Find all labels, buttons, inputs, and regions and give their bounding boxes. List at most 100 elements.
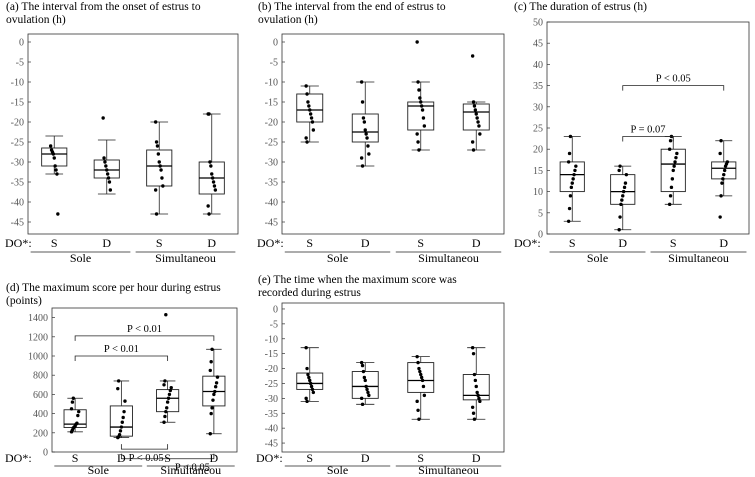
ytick-label-a: -30 (11, 158, 24, 169)
panel-e: (e) The time when the maximum score wasr… (256, 274, 505, 477)
category-label-c: S (569, 236, 576, 250)
data-point (363, 128, 367, 132)
category-label-a: S (51, 236, 58, 250)
data-point (121, 415, 125, 420)
ytick-label-e: -5 (270, 319, 278, 330)
box-e-1 (351, 360, 379, 407)
data-point (718, 151, 722, 156)
data-point (166, 396, 171, 400)
data-point (421, 384, 426, 389)
sig-bracket (120, 453, 215, 460)
ytick-label-b: -15 (265, 98, 278, 109)
category-label-a: D (102, 236, 111, 250)
ytick-label-c: 15 (533, 166, 543, 177)
data-point (365, 136, 369, 140)
data-point (668, 194, 673, 198)
data-point (470, 346, 475, 350)
data-point (417, 148, 421, 152)
sig-label: P < 0.01 (127, 324, 162, 335)
data-point (208, 368, 212, 373)
data-point (360, 164, 365, 168)
data-point (116, 386, 120, 391)
ytick-label-a: -20 (11, 118, 24, 129)
data-point (154, 140, 159, 144)
data-point (104, 164, 108, 168)
data-point (667, 147, 672, 151)
data-point (672, 164, 676, 168)
panel-title-c-line-0: (c) The duration of estrus (h) (514, 1, 647, 13)
panel-d: (d) The maximum score per hour during es… (5, 282, 238, 477)
data-point (722, 172, 726, 177)
data-point (623, 181, 628, 185)
data-point (418, 96, 422, 100)
data-point (471, 148, 476, 152)
data-point (477, 396, 481, 401)
data-point (359, 396, 364, 401)
panel-title-a-line-1: ovulation (h) (6, 14, 66, 26)
data-point (304, 136, 308, 140)
data-point (574, 164, 578, 168)
ytick-label-e: -10 (265, 334, 278, 345)
box-d-2 (156, 313, 180, 424)
data-point (119, 425, 124, 429)
data-point (366, 390, 370, 395)
data-point (157, 160, 161, 164)
box-iqr (351, 113, 379, 143)
data-point (307, 375, 311, 380)
data-point (158, 164, 162, 168)
data-point (54, 168, 58, 172)
data-point (52, 156, 56, 160)
data-point (359, 80, 364, 84)
data-point (117, 433, 122, 437)
data-point (213, 188, 218, 192)
panel-title-b-line-1: ovulation (h) (258, 14, 318, 26)
data-point (619, 202, 623, 207)
ytick-label-c: 20 (533, 145, 543, 156)
ytick-label-e: 0 (273, 304, 278, 315)
data-point (361, 116, 366, 120)
box-iqr (296, 93, 324, 123)
ytick-label-a: -40 (11, 198, 24, 209)
ytick-label-b: -30 (265, 158, 278, 169)
box-b-1 (351, 80, 379, 168)
group-label-c: Sole (587, 251, 608, 265)
box-b-2 (407, 40, 435, 152)
data-point (206, 204, 210, 208)
data-point (162, 383, 166, 387)
data-point (207, 212, 211, 216)
category-label-e: D (472, 451, 481, 465)
ytick-label-c: 25 (533, 124, 543, 135)
panel-title-e-line-0: (e) The time when the maximum score was (258, 274, 457, 286)
box-e-2 (407, 354, 435, 421)
box-e-3 (462, 346, 490, 421)
category-label-d: D (210, 451, 219, 465)
data-point (75, 421, 79, 425)
data-point (165, 400, 170, 404)
data-point (56, 212, 60, 216)
data-point (108, 188, 113, 192)
data-point (311, 390, 316, 395)
data-point (415, 354, 419, 359)
data-point (48, 144, 53, 148)
data-point (624, 172, 629, 177)
plot-frame-a (27, 33, 239, 235)
data-point (675, 151, 679, 156)
sig-annotation-d-1: P < 0.01 (74, 344, 169, 361)
data-point (305, 92, 309, 96)
data-point (622, 185, 627, 190)
box-c-0 (559, 134, 585, 223)
sig-annotation-c-1: P < 0.05 (622, 74, 725, 91)
data-point (215, 375, 220, 379)
data-point (416, 360, 420, 365)
data-point (674, 155, 678, 160)
ytick-label-d: 1200 (28, 332, 48, 343)
data-point (567, 151, 572, 156)
data-point (475, 116, 479, 120)
do-label: DO*: (514, 236, 541, 250)
ytick-label-e: -20 (265, 364, 278, 375)
category-label-d: D (117, 451, 126, 465)
data-point (365, 387, 369, 392)
data-point (617, 168, 621, 173)
box-d-1 (109, 379, 133, 440)
ytick-label-b: -25 (265, 138, 278, 149)
